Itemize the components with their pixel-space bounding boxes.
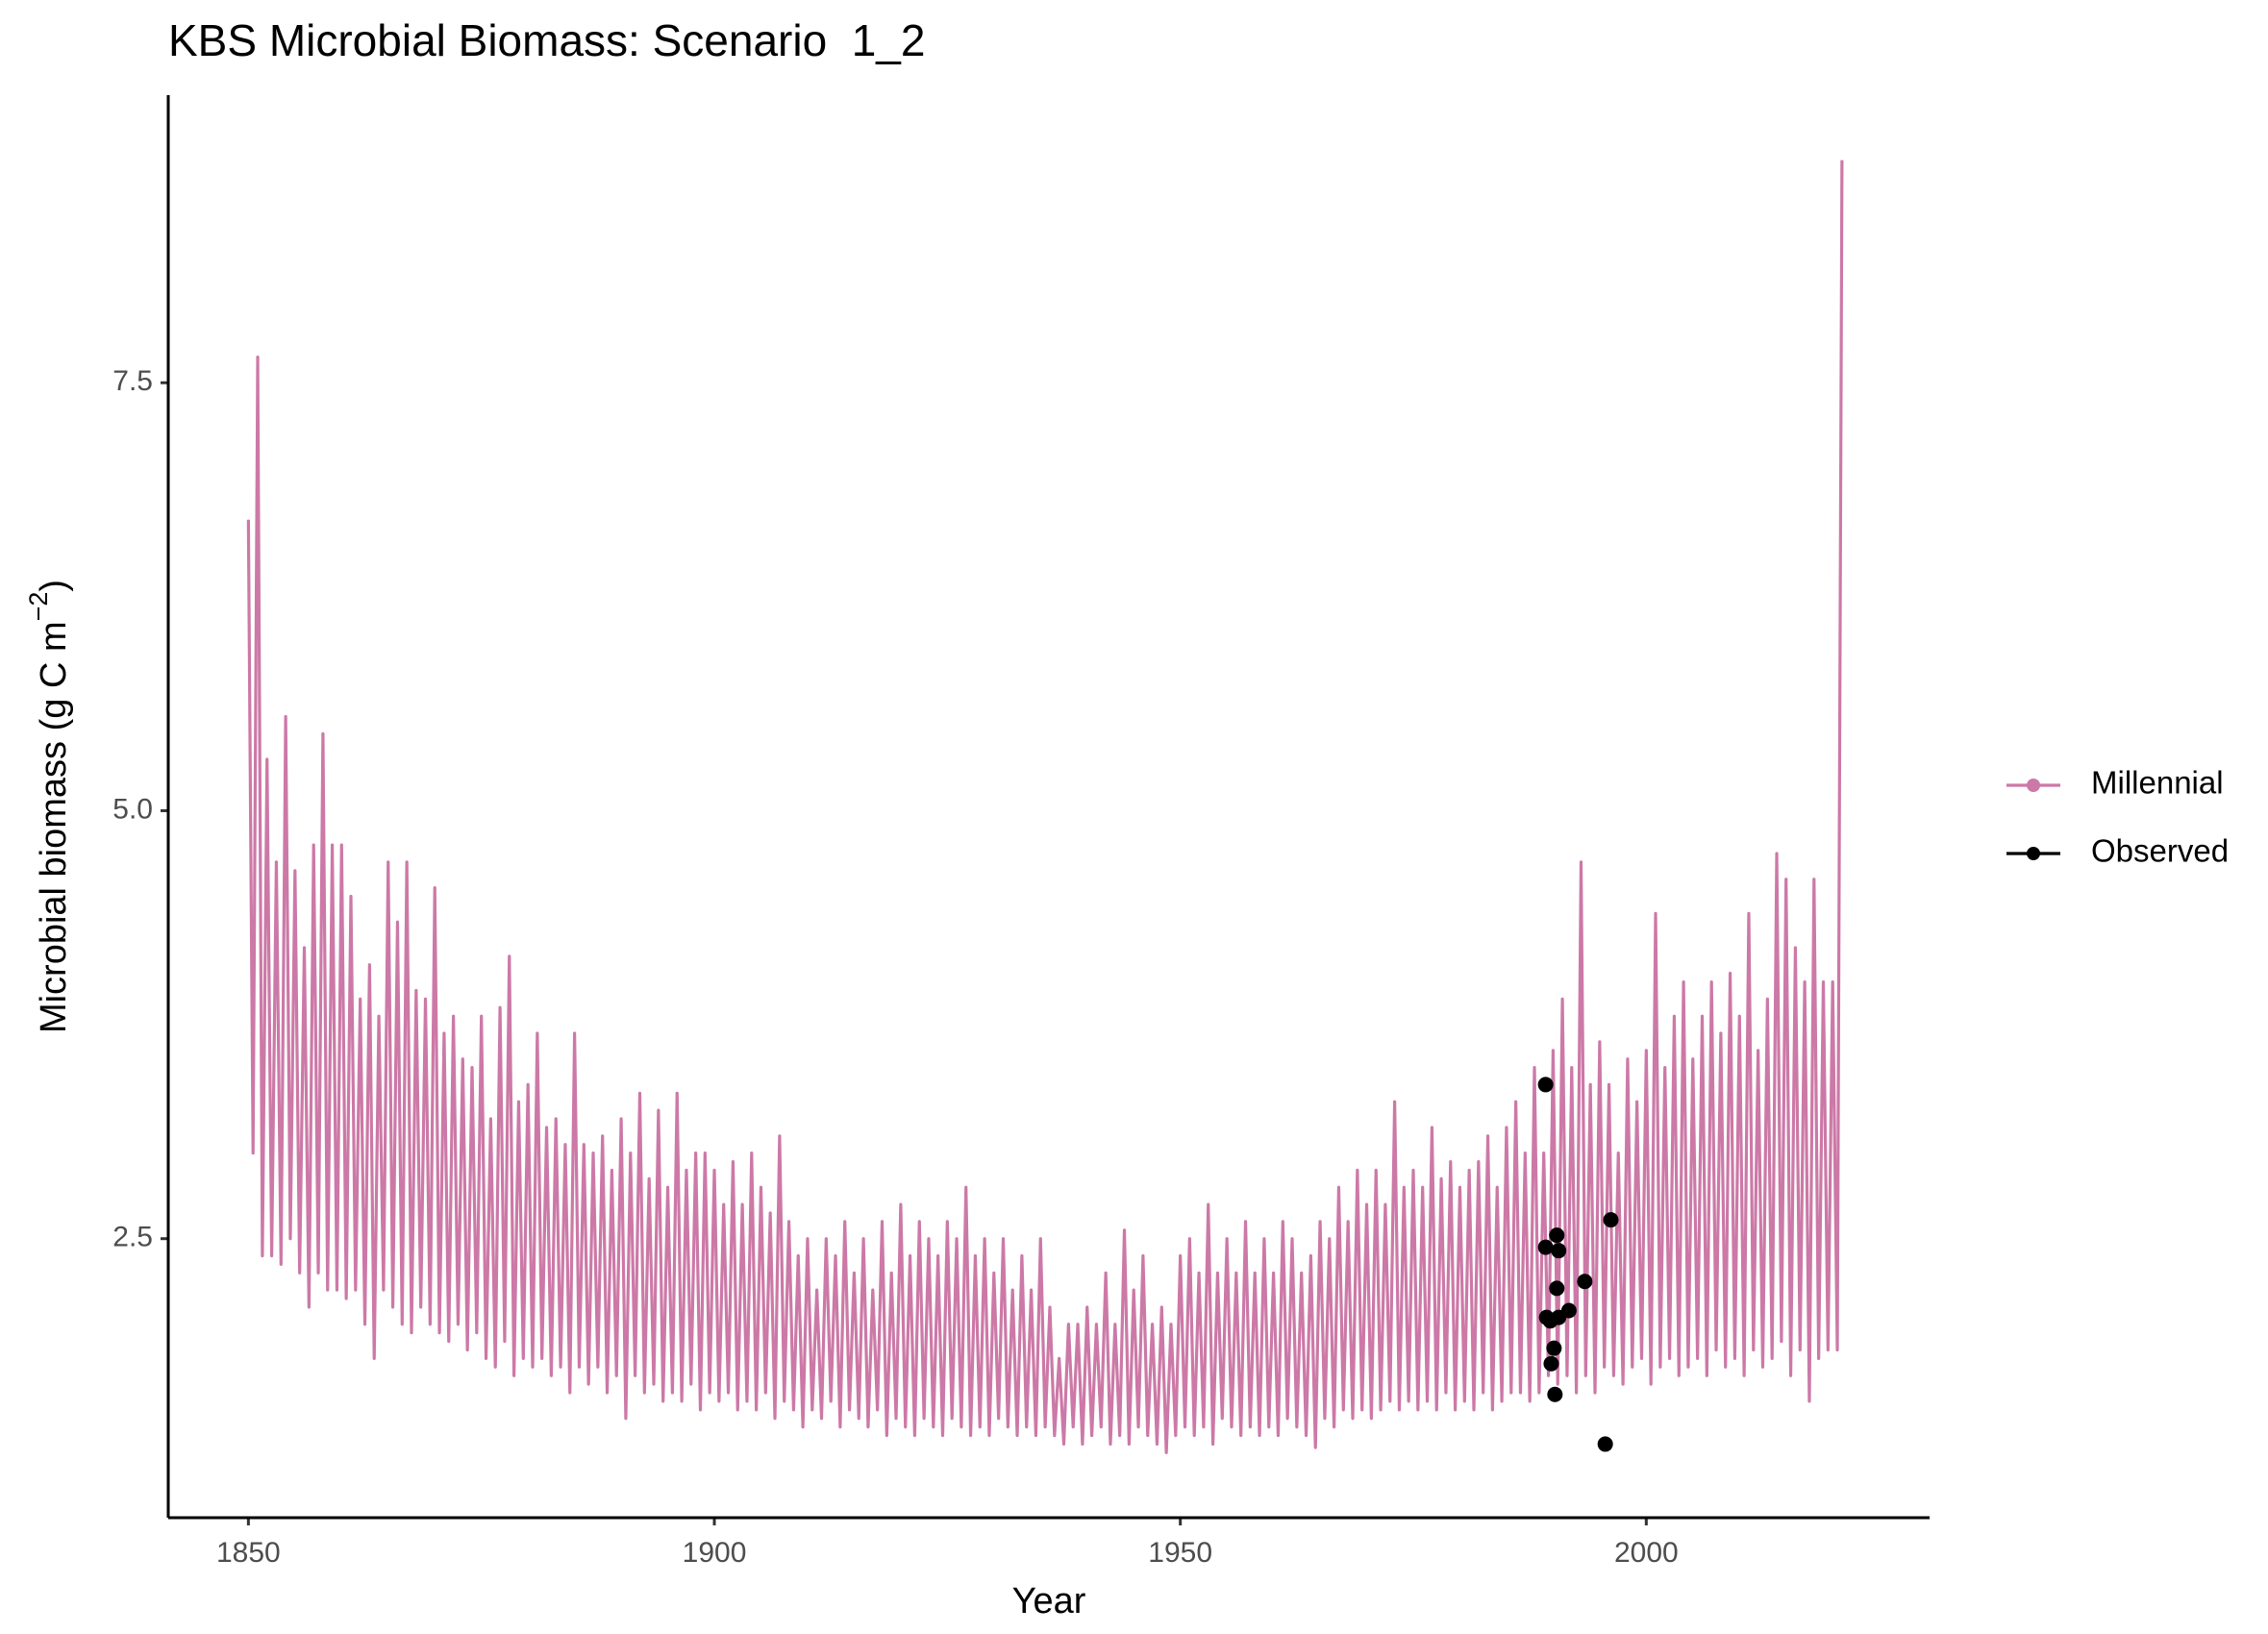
- legend-label: Millennial: [2091, 765, 2224, 801]
- y-axis-title-superscript: −2: [24, 592, 53, 622]
- x-tick-label: 1850: [216, 1537, 281, 1569]
- observed-point: [1537, 1077, 1554, 1093]
- observed-point: [1597, 1436, 1613, 1452]
- observed-point: [1549, 1280, 1565, 1297]
- x-tick-label: 1950: [1148, 1537, 1212, 1569]
- x-tick-label: 2000: [1614, 1537, 1679, 1569]
- observed-point: [1603, 1212, 1619, 1228]
- y-axis-title: Microbial biomass (g C m−2): [24, 580, 74, 1033]
- observed-point: [1546, 1340, 1562, 1356]
- x-tick-label: 1900: [683, 1537, 747, 1569]
- y-tick-label: 2.5: [112, 1222, 153, 1253]
- y-tick-label: 5.0: [112, 793, 153, 825]
- y-tick-label: 7.5: [112, 365, 153, 397]
- y-axis-title-text: Microbial biomass (g C m: [34, 621, 74, 1033]
- observed-point: [1549, 1227, 1565, 1244]
- observed-point: [1551, 1309, 1567, 1325]
- legend-key-point: [2027, 847, 2040, 860]
- x-axis-title: Year: [1012, 1581, 1086, 1622]
- chart-title: KBS Microbial Biomass: Scenario 1_2: [168, 15, 925, 65]
- observed-point: [1577, 1274, 1593, 1290]
- observed-point: [1551, 1243, 1567, 1259]
- y-axis-title-suffix: ): [34, 580, 74, 592]
- observed-point: [1537, 1239, 1554, 1255]
- observed-point: [1543, 1355, 1559, 1372]
- legend-label: Observed: [2091, 833, 2229, 869]
- legend-key-point: [2027, 779, 2040, 792]
- line-series: [246, 160, 1844, 1454]
- observed-point: [1547, 1386, 1563, 1402]
